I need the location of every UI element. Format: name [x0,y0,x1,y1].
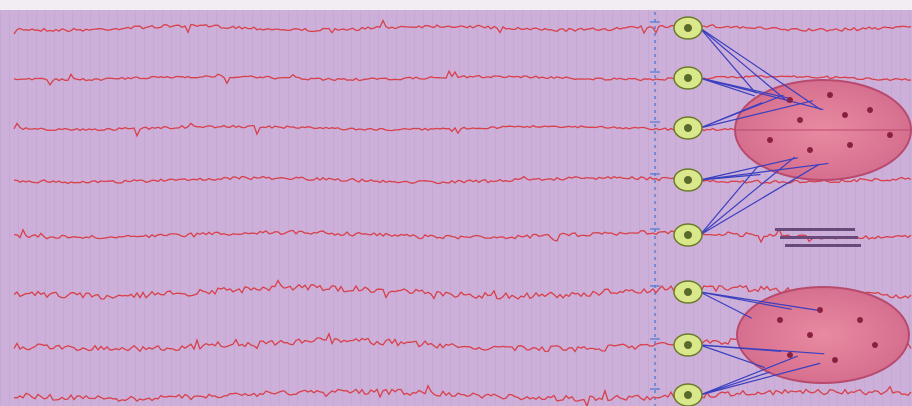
eeg-trace [13,175,912,185]
electrode-center [684,231,692,239]
top-border [0,0,912,10]
electrode-center [684,74,692,82]
electrode-link [699,291,753,319]
head-diagram [736,286,910,384]
electrode-link [699,291,820,312]
electrode-link [699,371,771,396]
electrode-link [699,94,784,129]
scalp-site [832,357,838,363]
scalp-site [827,92,833,98]
scalp-site [777,317,783,323]
electrode-center [684,124,692,132]
eeg-trace [13,227,912,244]
eeg-trace [13,279,912,300]
scalp-site [867,107,873,113]
scalp-site [797,117,803,123]
scalp-site [787,97,793,103]
electrode-center [684,176,692,184]
electrode-link [699,27,789,103]
caption-line [775,228,855,231]
electrodes [650,16,893,406]
scalp-site [857,317,863,323]
electrode-link [699,163,820,236]
electrode-link [699,344,825,355]
eeg-trace [13,384,912,406]
electrode-links [699,27,829,396]
electrode-link [699,162,829,181]
electrode-link [699,157,798,181]
electrode-link [699,344,766,369]
electrode-center [684,391,692,399]
eeg-trace [13,69,912,88]
electrode-link [699,77,755,97]
electrode-link [699,100,814,129]
caption-line [780,236,858,239]
scalp-site [787,352,793,358]
scalp-site [842,112,848,118]
scalp-site [807,332,813,338]
electrode-link [699,77,824,111]
electrode-center [684,288,692,296]
scalp-site [872,342,878,348]
scalp-site [807,147,813,153]
electrode-link [699,27,757,94]
electrode-link [699,355,798,396]
scalp-site [817,307,823,313]
caption-smudge [775,228,861,247]
scalp-site [767,137,773,143]
eeg-trace [13,18,912,35]
caption-line [785,244,861,247]
electrode-link [699,156,796,236]
electrode-link [699,165,759,236]
electrode-link [699,362,821,396]
electrode-center [684,24,692,32]
scalp-site [847,142,853,148]
electrode-center [684,341,692,349]
scalp-site [887,132,893,138]
electrode-link [699,27,822,111]
